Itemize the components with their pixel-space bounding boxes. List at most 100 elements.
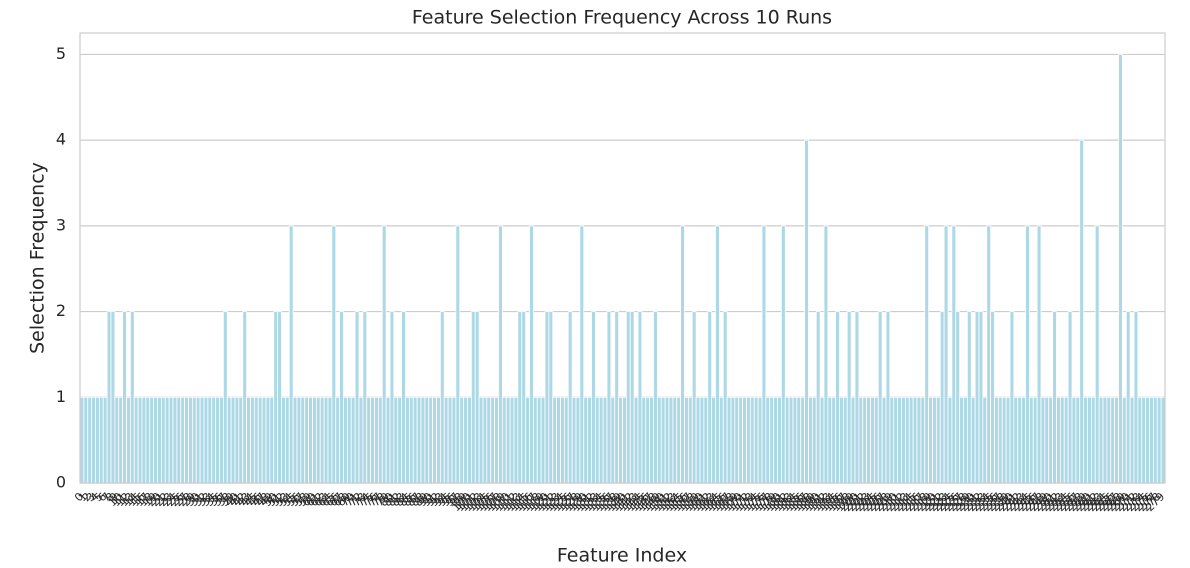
bar: [521, 311, 527, 484]
bar: [83, 396, 89, 484]
bar: [532, 396, 538, 484]
bar: [676, 396, 682, 484]
bar: [222, 311, 228, 484]
bar: [649, 396, 654, 484]
bar: [1075, 396, 1081, 484]
bar: [687, 396, 693, 484]
bar: [757, 396, 763, 484]
bar: [947, 396, 953, 484]
bar: [1110, 396, 1116, 484]
bar: [726, 396, 732, 484]
bar: [703, 396, 709, 484]
bar: [935, 396, 941, 484]
bar: [920, 396, 926, 484]
bar: [653, 311, 658, 484]
bar: [842, 396, 848, 484]
bar: [1040, 396, 1046, 484]
bar: [1044, 396, 1050, 484]
bar: [215, 396, 220, 484]
chart-title: Feature Selection Frequency Across 10 Ru…: [412, 7, 832, 29]
bar: [420, 396, 426, 484]
y-tick-label: 0: [56, 473, 66, 492]
bar: [490, 396, 496, 484]
bar: [1141, 396, 1147, 484]
bar: [1052, 311, 1057, 484]
bar: [98, 396, 104, 484]
bar: [401, 311, 406, 484]
bar: [885, 311, 891, 484]
bar: [432, 396, 437, 484]
bar: [633, 396, 639, 484]
y-tick-label: 3: [56, 215, 66, 234]
bar: [366, 396, 372, 484]
bar: [110, 311, 116, 484]
bar: [1125, 311, 1131, 484]
bar: [250, 396, 255, 484]
bar: [749, 396, 755, 484]
bar: [835, 311, 840, 484]
bar: [877, 311, 883, 484]
bar: [1114, 396, 1119, 484]
bar: [157, 396, 162, 484]
bar: [191, 396, 197, 484]
bar: [319, 396, 325, 484]
bar: [699, 396, 705, 484]
bar: [978, 311, 984, 484]
bar: [350, 396, 356, 484]
bar: [87, 396, 93, 484]
x-axis-label: Feature Index: [557, 545, 687, 567]
bar: [331, 225, 337, 484]
bar: [261, 396, 267, 484]
bar: [304, 396, 310, 484]
bar: [629, 311, 635, 484]
bar: [1133, 311, 1139, 484]
bar: [819, 396, 825, 484]
y-tick-label: 4: [56, 130, 66, 149]
bar: [91, 396, 96, 484]
bar: [870, 396, 875, 484]
bar: [970, 396, 976, 484]
bar: [273, 311, 279, 484]
bar: [730, 396, 736, 484]
bar: [625, 311, 631, 484]
bar: [1001, 396, 1007, 484]
bar: [176, 396, 182, 484]
bar: [765, 396, 771, 484]
bar: [567, 311, 573, 484]
bar: [234, 396, 240, 484]
bar: [1071, 396, 1077, 484]
bar: [374, 396, 379, 484]
bar: [959, 396, 964, 484]
y-axis-label: Selection Frequency: [27, 162, 49, 354]
bar: [811, 396, 817, 484]
bar: [1009, 311, 1015, 484]
bar: [284, 396, 290, 484]
bar: [346, 396, 352, 484]
bar: [974, 311, 980, 484]
bar: [622, 396, 627, 484]
bar: [1005, 396, 1011, 484]
bar: [312, 396, 317, 484]
bar: [118, 396, 124, 484]
bar: [742, 396, 747, 484]
bar: [1036, 225, 1042, 484]
bar: [761, 225, 767, 484]
bar: [281, 396, 286, 484]
bar: [684, 396, 689, 484]
bar: [1017, 396, 1023, 484]
bar: [846, 311, 852, 484]
bar: [296, 396, 302, 484]
bar: [1032, 396, 1038, 484]
bar: [571, 396, 577, 484]
bar: [455, 225, 461, 484]
bar: [439, 311, 445, 484]
bar: [339, 311, 344, 484]
bar: [1083, 396, 1088, 484]
bar: [548, 311, 554, 484]
bar: [238, 396, 244, 484]
bar: [660, 396, 666, 484]
bar: [1090, 396, 1096, 484]
bar: [126, 396, 131, 484]
bar: [219, 396, 224, 484]
bar: [722, 311, 728, 484]
